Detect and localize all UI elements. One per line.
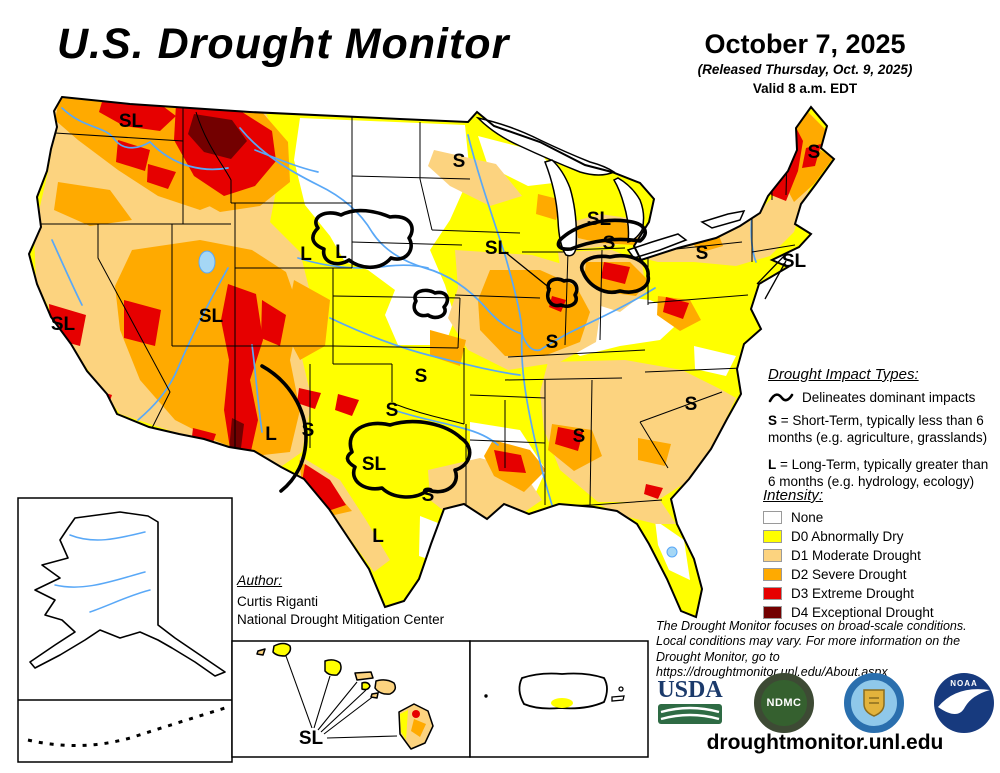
author-name: Curtis Riganti — [237, 593, 319, 609]
impact-contours — [260, 208, 651, 499]
department-of-commerce-logo — [844, 673, 904, 733]
noaa-logo-text: NOAA — [950, 679, 978, 688]
author-org: National Drought Mitigation Center — [237, 612, 445, 628]
long-term-prefix: L — [768, 456, 777, 472]
hawaii-inset — [231, 640, 471, 758]
ndmc-logo: NDMC — [754, 673, 814, 733]
noaa-logo: NOAA — [934, 673, 994, 733]
intensity-heading: Intensity: — [763, 487, 824, 504]
legend-swatch — [763, 587, 782, 600]
ndmc-logo-text: NDMC — [766, 697, 802, 709]
release-date: (Released Thursday, Oct. 9, 2025) — [697, 61, 913, 77]
long-term-definition: L = Long-Term, typically greater than 6 … — [768, 457, 993, 491]
noaa-bird-icon — [938, 689, 990, 714]
legend-label: D2 Severe Drought — [791, 567, 907, 582]
rivers — [51, 107, 757, 506]
delineation-caption: Delineates dominant impacts — [802, 389, 976, 405]
page-title: U.S. Drought Monitor — [57, 20, 510, 68]
alaska-inset — [17, 497, 233, 763]
short-term-prefix: S — [768, 413, 778, 428]
legend-item: D3 Extreme Drought — [763, 586, 993, 601]
author-heading: Author: — [237, 572, 283, 588]
date-block: October 7, 2025 (Released Thursday, Oct.… — [645, 28, 965, 98]
intensity-legend-list: None D0 Abnormally Dry D1 Moderate Drought… — [763, 510, 993, 620]
legend-item: D0 Abnormally Dry — [763, 529, 993, 544]
legend-swatch — [763, 549, 782, 562]
valid-time: Valid 8 a.m. EDT — [752, 80, 858, 96]
legend-label: D4 Exceptional Drought — [791, 605, 934, 620]
lake-okeechobee — [666, 546, 678, 558]
legend-swatch — [763, 530, 782, 543]
intensity-legend: Intensity: None D0 Abnormally Dry D1 Moder… — [763, 487, 993, 624]
impact-types-heading: Drought Impact Types: — [768, 366, 919, 383]
legend-label: None — [791, 510, 824, 525]
legend-label: D1 Moderate Drought — [791, 548, 921, 563]
aleutian-islands — [27, 706, 226, 748]
impact-types-legend: Drought Impact Types: Delineates dominan… — [768, 366, 993, 501]
author-block: Author: Curtis Riganti National Drought … — [237, 571, 444, 630]
legend-label: D0 Abnormally Dry — [791, 529, 904, 544]
legend-swatch — [763, 511, 782, 524]
short-term-text: = Short-Term, typically less than 6 mont… — [768, 413, 988, 445]
delineation-squiggle-icon — [768, 393, 794, 403]
label-leader-lines — [504, 251, 787, 300]
legend-item: None — [763, 510, 993, 525]
legend-label: D3 Extreme Drought — [791, 586, 915, 601]
disclaimer-text: The Drought Monitor focuses on broad-sca… — [656, 619, 967, 679]
website-url: droughtmonitor.unl.edu — [706, 731, 944, 754]
legend-swatch — [763, 568, 782, 581]
legend-item: D2 Severe Drought — [763, 567, 993, 582]
usda-swoosh — [658, 703, 722, 724]
long-term-text: = Long-Term, typically greater than 6 mo… — [768, 456, 989, 489]
usda-logo: USDA — [656, 677, 724, 726]
commerce-shield-icon — [863, 689, 885, 717]
logo-row: USDA NDMC NOAA — [656, 673, 994, 733]
legend-item: D1 Moderate Drought — [763, 548, 993, 563]
puerto-rico-inset — [469, 640, 649, 758]
legend-swatch — [763, 606, 782, 619]
usda-logo-text: USDA — [657, 677, 723, 704]
great-salt-lake — [198, 250, 216, 274]
map-date: October 7, 2025 — [704, 29, 906, 59]
short-term-definition: S = Short-Term, typically less than 6 mo… — [768, 413, 993, 447]
us-outline — [27, 95, 836, 619]
legend-item: D4 Exceptional Drought — [763, 605, 993, 620]
